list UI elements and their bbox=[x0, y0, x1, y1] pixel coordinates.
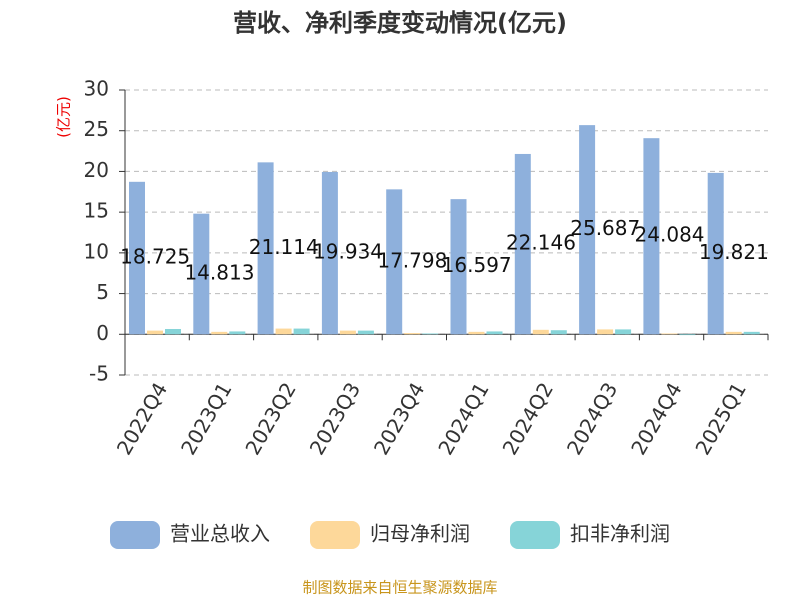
bar bbox=[229, 331, 246, 335]
legend-swatch bbox=[310, 521, 360, 549]
bar bbox=[275, 328, 292, 335]
data-label: 25.687 bbox=[570, 216, 640, 240]
bar bbox=[707, 172, 724, 335]
legend-label: 归母净利润 bbox=[370, 522, 470, 546]
legend-swatch bbox=[110, 521, 160, 549]
data-label: 24.084 bbox=[635, 223, 705, 247]
y-tick-label: 10 bbox=[84, 239, 109, 263]
y-tick-label: 20 bbox=[84, 158, 109, 182]
bar bbox=[468, 331, 485, 335]
x-tick-label: 2024Q4 bbox=[626, 378, 686, 459]
legend-label: 营业总收入 bbox=[170, 522, 270, 546]
bar bbox=[514, 153, 531, 335]
chart-title: 营收、净利季度变动情况(亿元) bbox=[233, 9, 567, 37]
bar bbox=[661, 333, 678, 335]
bar bbox=[579, 125, 596, 335]
bar bbox=[357, 330, 374, 335]
x-tick-label: 2022Q4 bbox=[112, 378, 172, 459]
bar bbox=[193, 213, 210, 335]
y-tick-label: -5 bbox=[89, 362, 109, 386]
bar bbox=[404, 333, 421, 335]
legend-label: 扣非净利润 bbox=[570, 522, 670, 546]
x-tick-label: 2023Q1 bbox=[176, 378, 236, 459]
bar bbox=[129, 181, 145, 335]
x-tick-label: 2025Q1 bbox=[690, 378, 750, 459]
bar bbox=[486, 331, 503, 335]
bar bbox=[550, 330, 567, 335]
x-tick-label: 2023Q2 bbox=[240, 378, 300, 459]
y-tick-label: 0 bbox=[96, 321, 109, 345]
data-label: 17.798 bbox=[377, 248, 447, 272]
y-tick-label: 30 bbox=[84, 77, 109, 101]
legend-swatch bbox=[510, 521, 560, 549]
bar bbox=[386, 189, 403, 335]
bar bbox=[615, 329, 632, 335]
bar bbox=[339, 330, 356, 335]
x-tick-label: 2024Q1 bbox=[433, 378, 493, 459]
bar bbox=[532, 329, 549, 335]
data-label: 19.934 bbox=[313, 240, 383, 264]
y-tick-label: 15 bbox=[84, 199, 109, 223]
bar bbox=[321, 171, 338, 335]
data-label: 19.821 bbox=[699, 240, 769, 264]
bar bbox=[257, 162, 274, 335]
bar bbox=[597, 329, 614, 335]
bar bbox=[450, 199, 467, 335]
y-tick-label: 5 bbox=[96, 280, 109, 304]
x-tick-label: 2024Q3 bbox=[562, 378, 622, 459]
bar bbox=[422, 333, 439, 335]
bar bbox=[679, 334, 696, 336]
y-axis-label: (亿元) bbox=[55, 96, 73, 138]
bar bbox=[293, 328, 310, 335]
bar bbox=[643, 138, 660, 335]
bar bbox=[147, 330, 163, 335]
y-tick-label: 25 bbox=[84, 117, 109, 141]
data-label: 22.146 bbox=[506, 231, 576, 255]
data-label: 14.813 bbox=[184, 260, 254, 284]
bar bbox=[165, 328, 181, 335]
bar bbox=[743, 331, 760, 335]
bar bbox=[725, 331, 742, 335]
bar bbox=[211, 331, 228, 335]
x-tick-label: 2023Q4 bbox=[369, 378, 429, 459]
data-label: 16.597 bbox=[442, 253, 512, 277]
data-label: 18.725 bbox=[120, 245, 190, 269]
x-tick-label: 2024Q2 bbox=[498, 378, 558, 459]
source-note: 制图数据来自恒生聚源数据库 bbox=[302, 579, 497, 597]
data-label: 21.114 bbox=[249, 235, 319, 259]
x-tick-label: 2023Q3 bbox=[305, 378, 365, 459]
